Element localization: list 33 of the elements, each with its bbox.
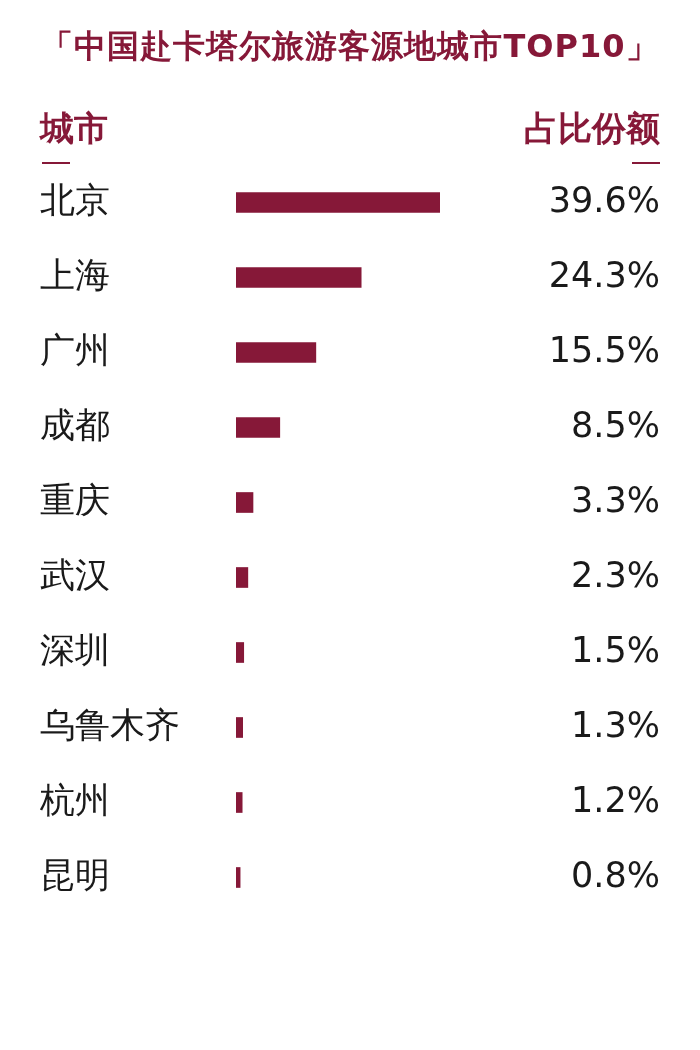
data-label: 15.5%	[548, 329, 660, 370]
y-tick-label: 上海	[40, 254, 110, 295]
data-label: 39.6%	[548, 179, 660, 220]
data-label: 2.3%	[571, 554, 660, 595]
bar	[236, 342, 317, 363]
bar	[236, 567, 249, 588]
bar	[236, 642, 245, 663]
data-label: 3.3%	[571, 479, 660, 520]
bar	[236, 192, 440, 213]
y-tick-label: 武汉	[40, 554, 110, 595]
data-label: 8.5%	[571, 404, 660, 445]
y-tick-label: 乌鲁木齐	[40, 704, 180, 745]
y-tick-label: 重庆	[40, 479, 110, 520]
y-axis-title: 城市	[40, 107, 108, 149]
data-label: 1.2%	[571, 779, 660, 820]
y-tick-label: 深圳	[40, 629, 110, 670]
data-label: 0.8%	[571, 854, 660, 895]
y-tick-label: 成都	[40, 404, 110, 445]
y-tick-label: 广州	[40, 329, 110, 370]
data-label: 1.3%	[571, 704, 660, 745]
x-axis-title: 占比份额	[524, 107, 660, 149]
y-tick-label: 杭州	[39, 779, 110, 820]
bar	[236, 492, 254, 513]
data-label: 1.5%	[571, 629, 660, 670]
bar	[236, 417, 281, 438]
bar	[236, 717, 244, 738]
y-tick-label: 昆明	[40, 854, 110, 895]
bar	[236, 267, 362, 288]
y-tick-label: 北京	[40, 179, 110, 220]
chart-title: 「中国赴卡塔尔旅游客源地城市TOP10」	[40, 26, 660, 67]
data-label: 24.3%	[548, 254, 660, 295]
bar	[236, 867, 241, 888]
bar	[236, 792, 243, 813]
